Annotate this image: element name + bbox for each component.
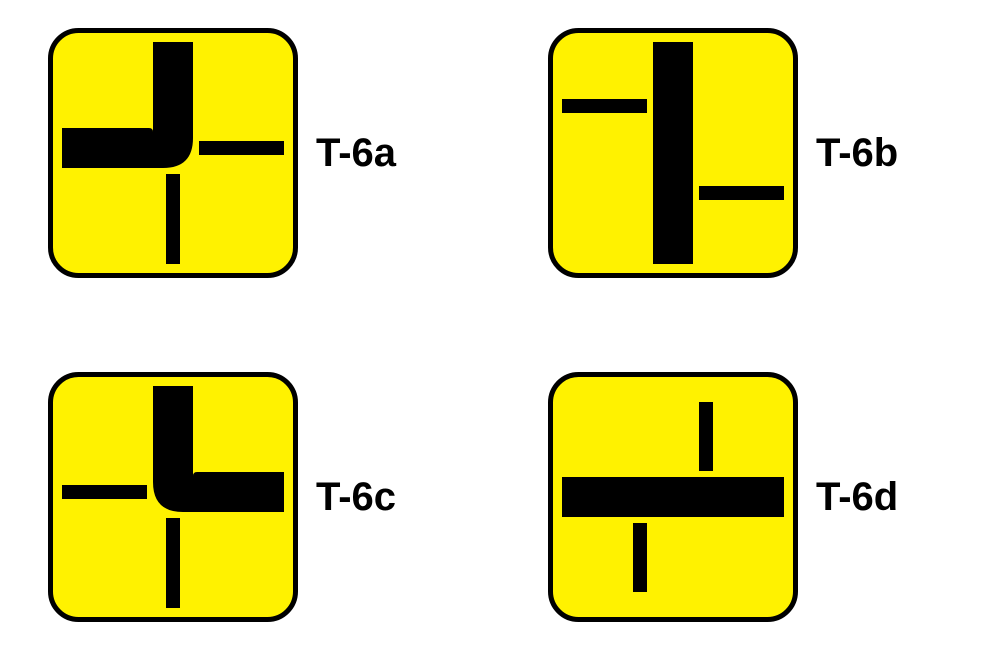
sign-a xyxy=(48,28,298,278)
sign-d xyxy=(548,372,798,622)
label-c: T-6c xyxy=(316,475,396,520)
sign-cell-c: T-6c xyxy=(48,372,396,622)
sign-cell-a: T-6a xyxy=(48,28,396,278)
sign-cell-b: T-6b xyxy=(548,28,898,278)
diagram-canvas: T-6a T-6b T-6c T-6d xyxy=(0,0,1000,667)
label-a: T-6a xyxy=(316,131,396,176)
label-d: T-6d xyxy=(816,475,898,520)
sign-c xyxy=(48,372,298,622)
sign-b xyxy=(548,28,798,278)
sign-cell-d: T-6d xyxy=(548,372,898,622)
label-b: T-6b xyxy=(816,131,898,176)
